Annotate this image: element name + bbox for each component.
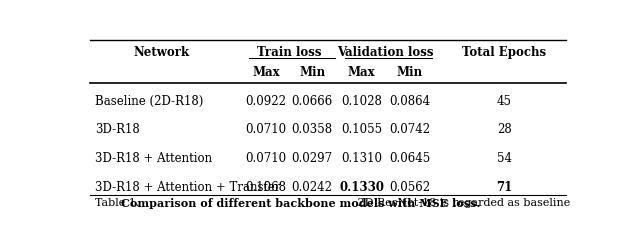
Text: 0.1068: 0.1068	[246, 181, 287, 194]
Text: 28: 28	[497, 123, 511, 136]
Text: 0.0922: 0.0922	[246, 95, 287, 108]
Text: Min: Min	[397, 66, 423, 79]
Text: 0.0864: 0.0864	[389, 95, 431, 108]
Text: 0.0297: 0.0297	[292, 152, 333, 165]
Text: 2D ResNet-18 is regarded as baseline: 2D ResNet-18 is regarded as baseline	[355, 198, 570, 208]
Text: 0.0645: 0.0645	[389, 152, 431, 165]
Text: 0.0710: 0.0710	[245, 123, 287, 136]
Text: 0.0562: 0.0562	[389, 181, 431, 194]
Text: Network: Network	[134, 46, 190, 59]
Text: Table 1.: Table 1.	[95, 198, 143, 208]
Text: Min: Min	[299, 66, 325, 79]
Text: 0.0742: 0.0742	[389, 123, 431, 136]
Text: Baseline (2D-R18): Baseline (2D-R18)	[95, 95, 204, 108]
Text: 45: 45	[497, 95, 511, 108]
Text: 3D-R18 + Attention + Transfer: 3D-R18 + Attention + Transfer	[95, 181, 280, 194]
Text: 0.1055: 0.1055	[341, 123, 382, 136]
Text: 54: 54	[497, 152, 511, 165]
Text: Max: Max	[348, 66, 376, 79]
Text: 0.0710: 0.0710	[245, 152, 287, 165]
Text: 0.1028: 0.1028	[341, 95, 382, 108]
Text: 3D-R18: 3D-R18	[95, 123, 140, 136]
Text: 3D-R18 + Attention: 3D-R18 + Attention	[95, 152, 212, 165]
Text: 0.1330: 0.1330	[339, 181, 384, 194]
Text: 71: 71	[496, 181, 512, 194]
Text: 0.0666: 0.0666	[291, 95, 333, 108]
Text: 0.1310: 0.1310	[341, 152, 382, 165]
Text: Validation loss: Validation loss	[337, 46, 434, 59]
Text: Comparison of different backbone models with MSE loss.: Comparison of different backbone models …	[121, 198, 481, 209]
Text: Max: Max	[252, 66, 280, 79]
Text: 0.0242: 0.0242	[292, 181, 333, 194]
Text: 0.0358: 0.0358	[292, 123, 333, 136]
Text: Total Epochs: Total Epochs	[462, 46, 546, 59]
Text: Train loss: Train loss	[257, 46, 321, 59]
